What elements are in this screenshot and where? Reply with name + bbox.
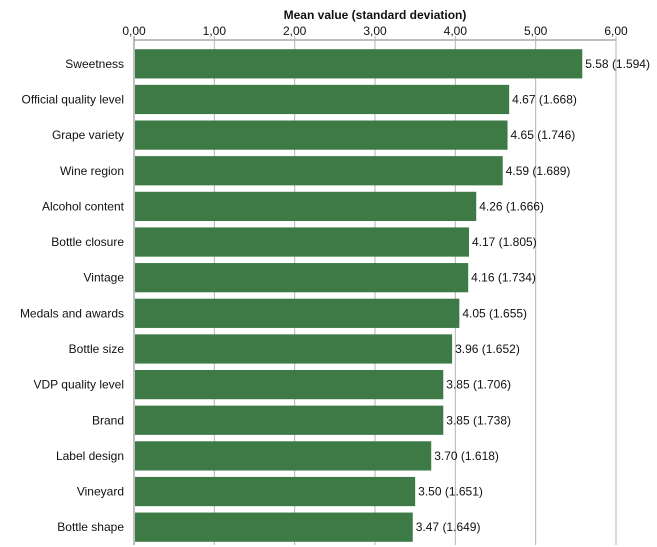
data-label: 3.47 (1.649) — [416, 520, 481, 534]
data-label: 3.85 (1.738) — [446, 413, 511, 427]
data-label: 4.26 (1.666) — [479, 199, 544, 213]
x-tick-label: 4,00 — [444, 24, 468, 38]
bar — [135, 298, 460, 328]
bar — [135, 476, 416, 507]
data-label: 3.70 (1.618) — [434, 449, 499, 463]
category-label: Vineyard — [77, 485, 124, 499]
category-label: VDP quality level — [34, 378, 125, 392]
bar — [135, 441, 432, 471]
category-label: Vintage — [84, 271, 125, 285]
data-label: 3.50 (1.651) — [418, 485, 483, 499]
data-label: 4.17 (1.805) — [472, 235, 537, 249]
bar — [135, 512, 413, 542]
data-label: 4.65 (1.746) — [511, 128, 576, 142]
x-tick-label: 2,00 — [283, 24, 307, 38]
category-label: Bottle shape — [57, 520, 124, 534]
category-label: Official quality level — [22, 92, 125, 106]
category-label: Bottle size — [69, 342, 125, 356]
category-label: Alcohol content — [42, 199, 125, 213]
bar — [135, 156, 503, 186]
data-label: 3.96 (1.652) — [455, 342, 520, 356]
bar — [135, 84, 510, 115]
bar — [135, 191, 477, 222]
category-label: Wine region — [60, 164, 124, 178]
bar — [135, 120, 508, 150]
data-label: 5.58 (1.594) — [585, 57, 650, 71]
x-tick-label: 5,00 — [524, 24, 548, 38]
category-label: Medals and awards — [20, 306, 124, 320]
data-label: 3.85 (1.706) — [446, 378, 511, 392]
data-label: 4.16 (1.734) — [471, 271, 536, 285]
category-label: Brand — [92, 413, 124, 427]
x-axis-title: Mean value (standard deviation) — [284, 8, 467, 22]
data-label: 4.67 (1.668) — [512, 92, 577, 106]
data-label: 4.05 (1.655) — [462, 306, 527, 320]
bar — [135, 227, 469, 257]
data-labels: 5.58 (1.594) 4.67 (1.668) 4.65 (1.746) 4.59… — [416, 57, 650, 534]
category-label: Label design — [56, 449, 124, 463]
x-axis-ticks: 0,00 1,00 2,00 3,00 4,00 5,00 6,00 — [122, 24, 628, 38]
bar — [135, 49, 583, 79]
bar — [135, 334, 453, 364]
category-label: Sweetness — [65, 57, 124, 71]
bar — [135, 263, 469, 293]
bar — [135, 405, 444, 435]
category-label: Grape variety — [52, 128, 124, 142]
bars — [135, 49, 583, 542]
x-tick-label: 0,00 — [122, 24, 146, 38]
x-tick-label: 3,00 — [363, 24, 387, 38]
bar — [135, 369, 444, 400]
x-tick-label: 1,00 — [203, 24, 227, 38]
category-labels: Sweetness Official quality level Grape var… — [20, 57, 125, 534]
data-label: 4.59 (1.689) — [506, 164, 571, 178]
x-tick-label: 6,00 — [604, 24, 628, 38]
category-label: Bottle closure — [51, 235, 124, 249]
